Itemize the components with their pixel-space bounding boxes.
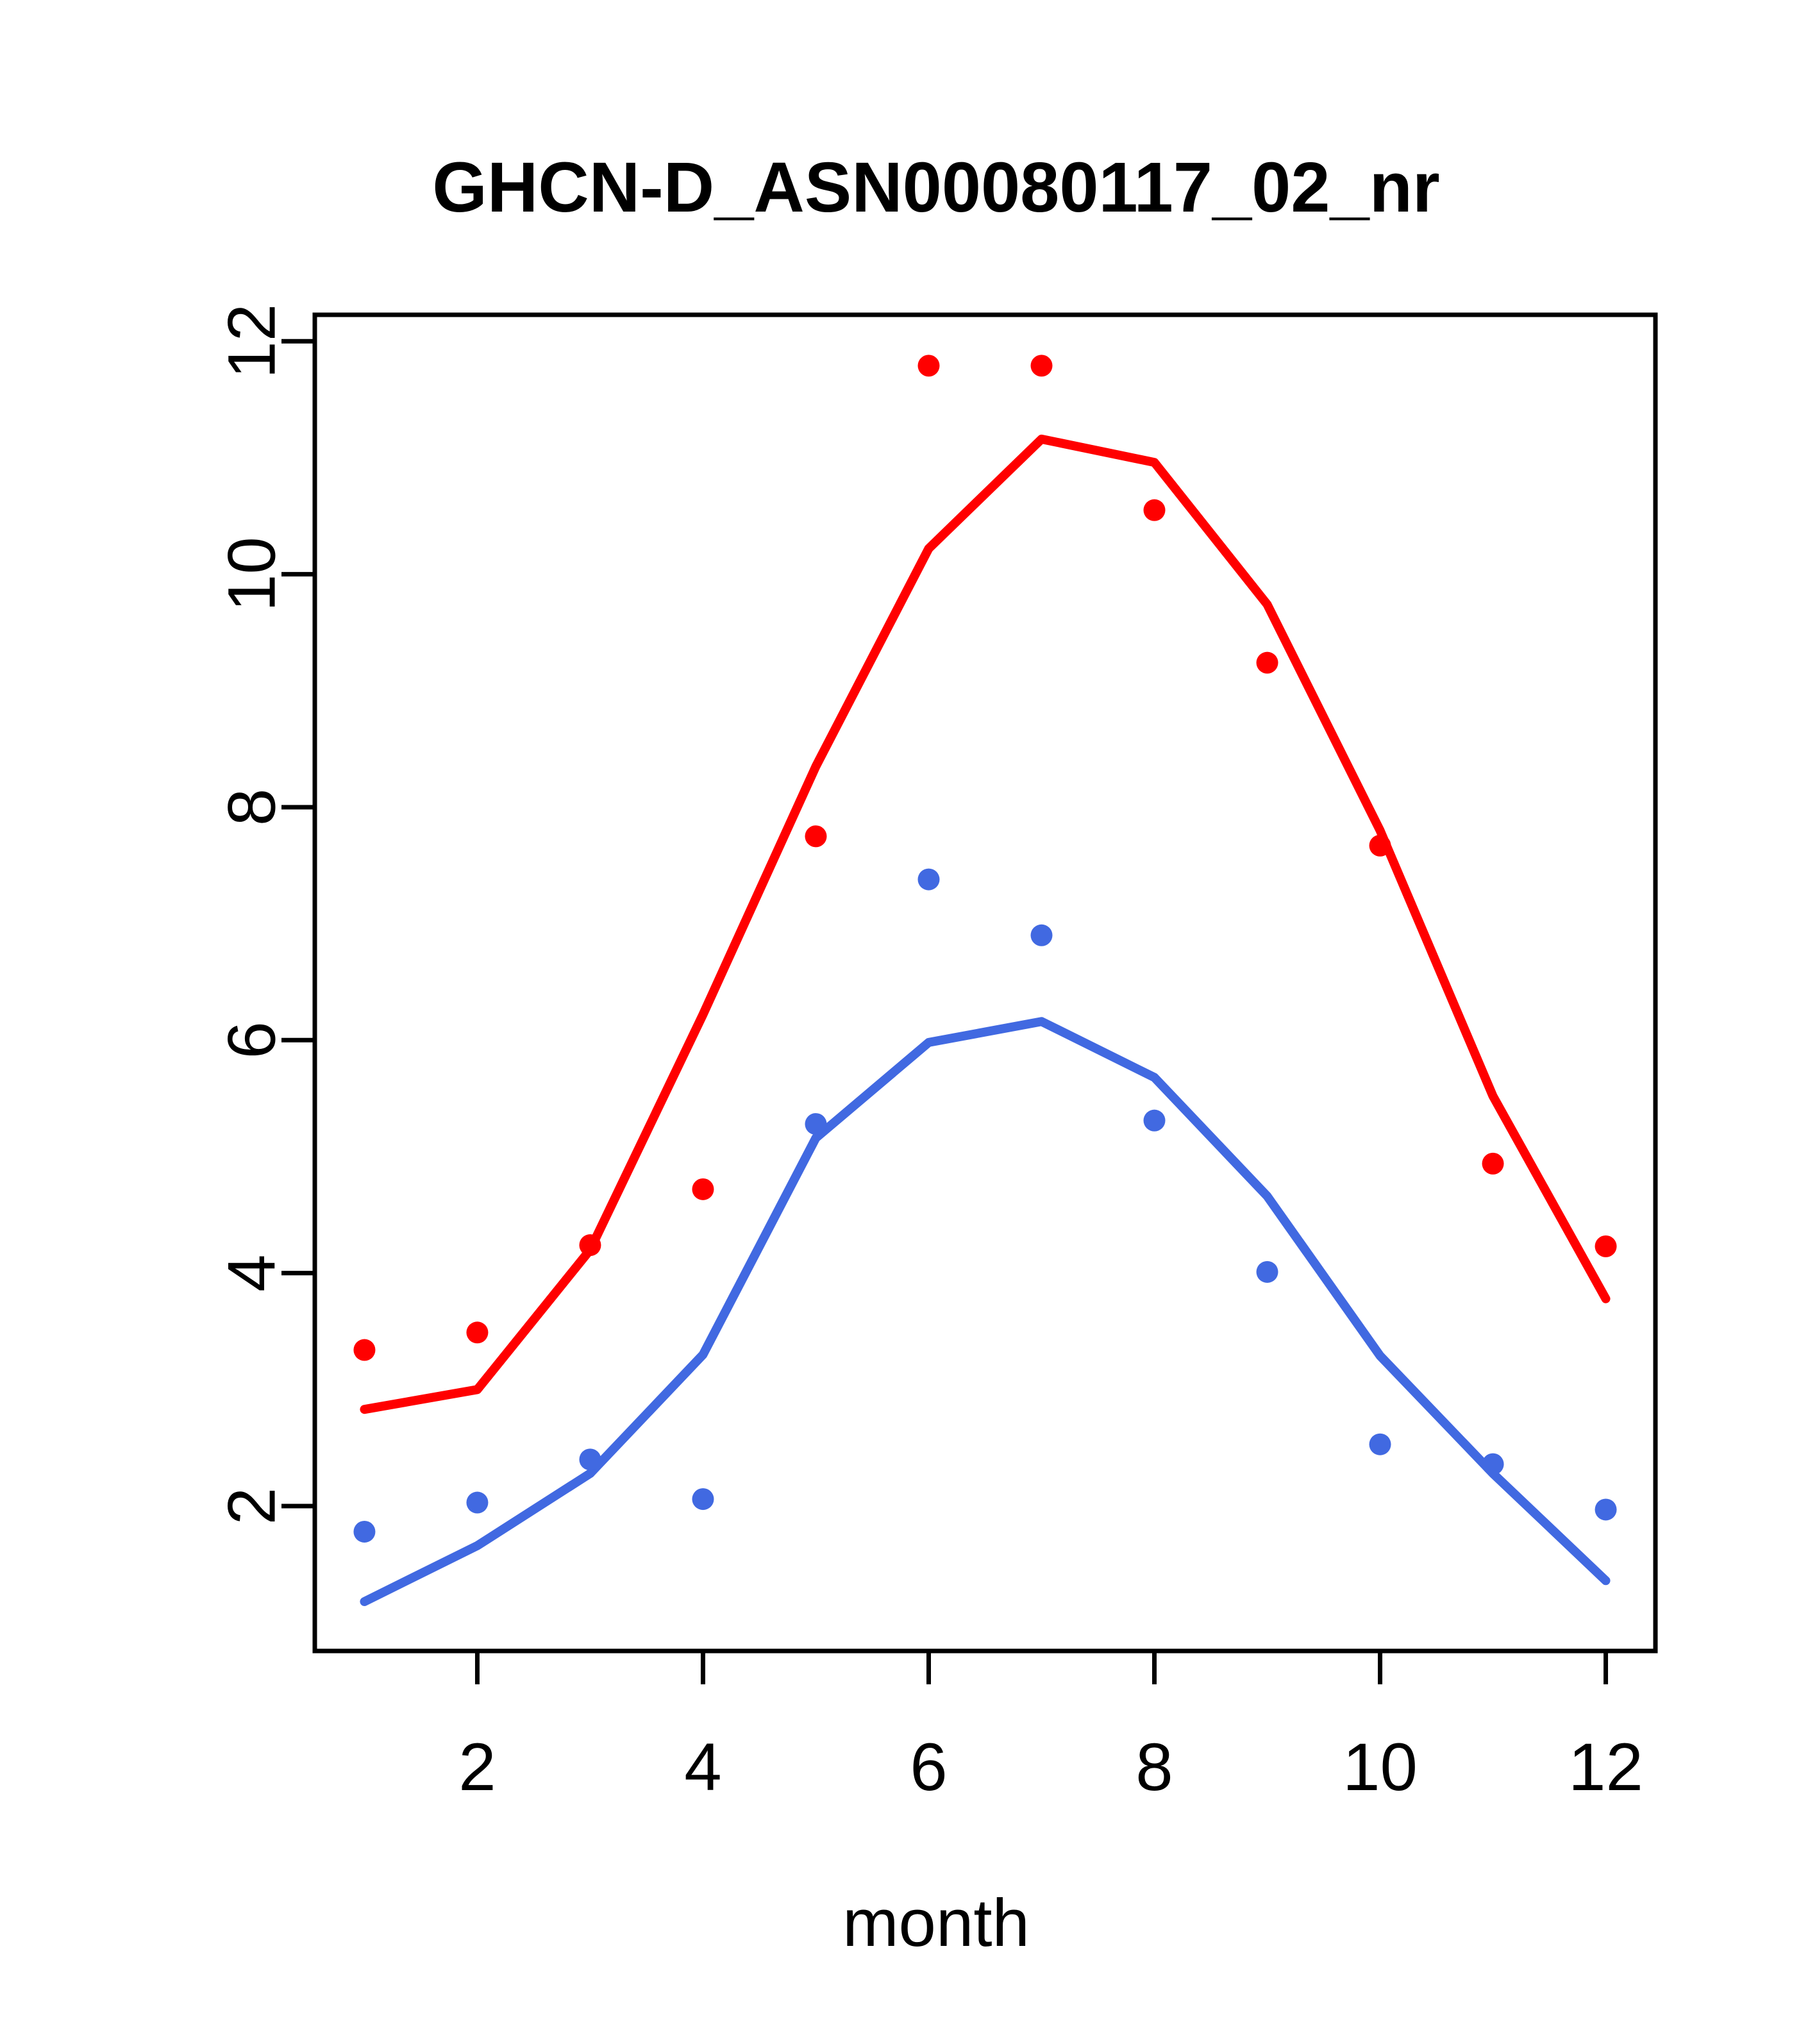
- red-points-point: [466, 1321, 489, 1344]
- x-axis-title: month: [842, 1886, 1030, 1961]
- blue-points-point: [466, 1491, 489, 1514]
- y-tick-label: 12: [215, 304, 290, 379]
- blue-points-point: [1143, 1109, 1166, 1132]
- plot-box-border: [312, 312, 1658, 1654]
- blue-points-point: [579, 1448, 601, 1471]
- red-points-point: [1482, 1152, 1504, 1175]
- x-tick-label: 6: [910, 1730, 947, 1805]
- y-tick-label: 6: [215, 1021, 290, 1059]
- x-tick-label: 8: [1135, 1730, 1173, 1805]
- blue-points-point: [1030, 924, 1053, 946]
- red-points-point: [579, 1234, 601, 1257]
- red-points-point: [805, 825, 827, 848]
- x-tick-label: 10: [1343, 1730, 1418, 1805]
- red-points-point: [1256, 651, 1278, 674]
- red-points-point: [917, 355, 940, 377]
- red-points-point: [1143, 499, 1166, 521]
- blue-points-point: [1482, 1453, 1504, 1475]
- x-tick-label: 4: [684, 1730, 721, 1805]
- y-axis: 2 4 6 8 10 12: [215, 304, 315, 1525]
- y-tick-label: 2: [215, 1487, 290, 1525]
- blue-points-point: [1595, 1498, 1617, 1521]
- x-tick-label: 12: [1568, 1730, 1643, 1805]
- red-points-point: [1595, 1235, 1617, 1257]
- blue-points-point: [692, 1488, 714, 1511]
- line-series-group: [360, 434, 1611, 1606]
- blue-points-point: [353, 1520, 376, 1543]
- red-points-point: [353, 1339, 376, 1361]
- x-axis: 2 4 6 8 10 12: [458, 1651, 1643, 1805]
- red-points-point: [692, 1178, 714, 1200]
- chart-title: GHCN-D_ASN00080117_02_nr: [432, 148, 1439, 227]
- y-tick-label: 4: [215, 1254, 290, 1291]
- red-points-point: [1030, 355, 1053, 377]
- y-tick-label: 10: [215, 537, 290, 612]
- y-tick-label: 8: [215, 789, 290, 826]
- blue-points-point: [1256, 1261, 1278, 1283]
- blue-points-point: [1369, 1433, 1391, 1455]
- scatter-series-group: [353, 355, 1617, 1543]
- red-line: [360, 434, 1611, 1414]
- x-tick-label: 2: [458, 1730, 496, 1805]
- blue-points-point: [805, 1113, 827, 1135]
- blue-points-point: [917, 868, 940, 891]
- plot-box: [312, 312, 1658, 1654]
- red-points-point: [1369, 834, 1391, 857]
- blue-line: [360, 1017, 1611, 1606]
